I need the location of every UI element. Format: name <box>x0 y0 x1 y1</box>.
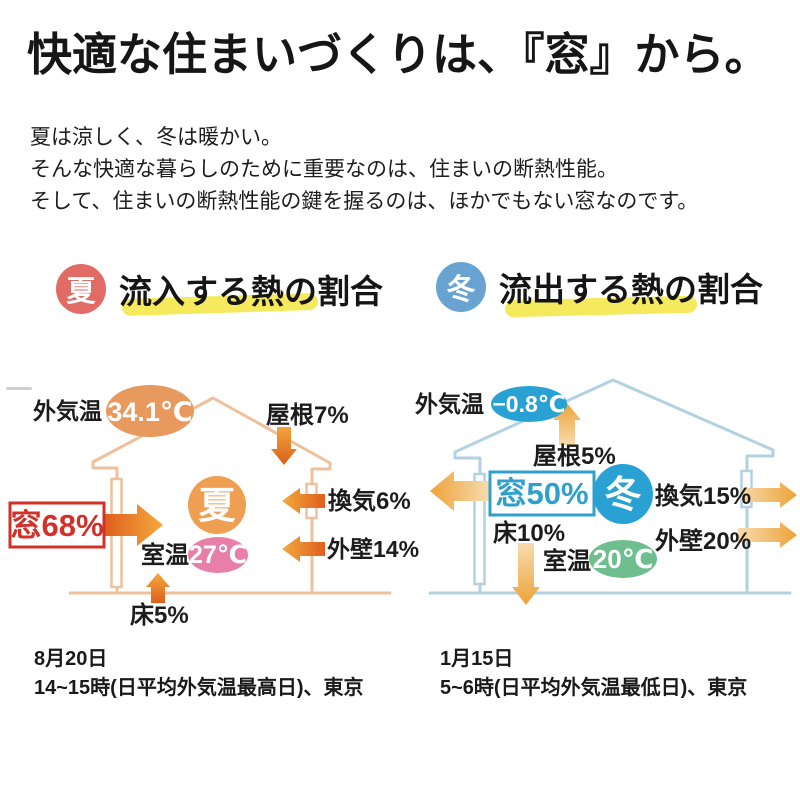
summer-season-badge: 夏 <box>56 264 106 314</box>
outdoor-temp-value: −0.8℃ <box>492 391 565 417</box>
summer-caption: 8月20日 14~15時(日平均外気温最高日)、東京 <box>34 645 364 703</box>
floor-heat-arrow-down <box>512 543 540 605</box>
indoor-temp-label: 室温 <box>543 547 591 575</box>
window-percentage-label: 窓68% <box>10 508 103 543</box>
roof-percentage-label: 屋根5% <box>533 442 616 470</box>
winter-house-figure: 外気温 −0.8℃ 屋根5% 窓50% 冬 換気15% 外壁20% 床10% 室… <box>415 378 797 605</box>
indoor-temp-bubble <box>188 537 248 573</box>
stray-dash <box>6 387 32 390</box>
winter-caption-detail: 5~6時(日平均外気温最低日)、東京 <box>440 677 748 699</box>
indoor-temp-value: 27℃ <box>189 541 247 569</box>
floor-heat-arrow-up <box>146 573 170 603</box>
vent-heat-arrow-in <box>282 488 325 514</box>
season-mark: 冬 <box>605 474 642 515</box>
intro-line-3: そして、住まいの断熱性能の鍵を握るのは、ほかでもない窓なのです。 <box>30 190 699 213</box>
window-callout-box <box>488 470 596 517</box>
season-circle <box>593 464 653 524</box>
summer-caption-detail: 14~15時(日平均外気温最高日)、東京 <box>34 677 364 699</box>
summer-caption-date: 8月20日 <box>34 648 108 670</box>
outdoor-temp-bubble <box>106 385 194 437</box>
outdoor-temp-bubble <box>491 386 567 422</box>
winter-caption: 1月15日 5~6時(日平均外気温最低日)、東京 <box>440 645 747 703</box>
page-title: 快適な住まいづくりは、『窓』から。 <box>27 29 770 80</box>
floor-percentage-label: 床5% <box>130 601 189 629</box>
indoor-temp-bubble <box>589 540 657 578</box>
outdoor-temp-value: 34.1℃ <box>107 397 192 427</box>
intro-text: 夏は涼しく、冬は暖かい。 そんな快適な暮らしのために重要なのは、住まいの断熱性能… <box>30 122 698 218</box>
winter-heading: 流出する熱の割合 <box>499 271 763 308</box>
window-callout-box <box>8 501 106 549</box>
floor-percentage-label: 床10% <box>493 519 565 547</box>
winter-caption-date: 1月15日 <box>440 648 514 670</box>
intro-line-2: そんな快適な暮らしのために重要なのは、住まいの断熱性能。 <box>30 158 618 181</box>
winter-heading-wrap: 流出する熱の割合 <box>499 263 763 318</box>
intro-line-1: 夏は涼しく、冬は暖かい。 <box>30 126 282 149</box>
summer-house-figure: 外気温 34.1℃ 屋根7% 窓68% 夏 室温 27℃ 換気6% 外壁14% … <box>6 385 419 629</box>
wall-percentage-label: 外壁20% <box>655 527 751 555</box>
outdoor-temp-label: 外気温 <box>33 398 102 424</box>
season-circle <box>188 476 246 534</box>
indoor-temp-value: 20℃ <box>593 544 653 574</box>
wall-heat-arrow-in <box>282 536 325 562</box>
summer-section-header: 夏 流入する熱の割合 <box>56 264 383 317</box>
roof-heat-arrow-down <box>271 427 297 465</box>
season-mark: 夏 <box>199 485 237 526</box>
indoor-temp-label: 室温 <box>141 541 189 569</box>
wall-heat-arrow-out <box>738 522 797 548</box>
vent-percentage-label: 換気6% <box>328 487 411 515</box>
roof-percentage-label: 屋根7% <box>266 401 349 429</box>
winter-left-window <box>473 472 486 586</box>
vent-percentage-label: 換気15% <box>655 482 751 510</box>
winter-section-header: 冬 流出する熱の割合 <box>436 262 763 318</box>
outdoor-temp-label: 外気温 <box>415 391 484 417</box>
summer-heading: 流入する熱の割合 <box>119 273 383 310</box>
window-percentage-label: 窓50% <box>495 476 588 511</box>
window-heat-arrow-out <box>430 471 489 511</box>
vent-heat-arrow-out <box>741 482 797 508</box>
window-heat-arrow-in <box>104 504 163 546</box>
winter-season-badge: 冬 <box>436 262 486 312</box>
wall-percentage-label: 外壁14% <box>327 536 419 562</box>
summer-heading-wrap: 流入する熱の割合 <box>119 265 383 317</box>
